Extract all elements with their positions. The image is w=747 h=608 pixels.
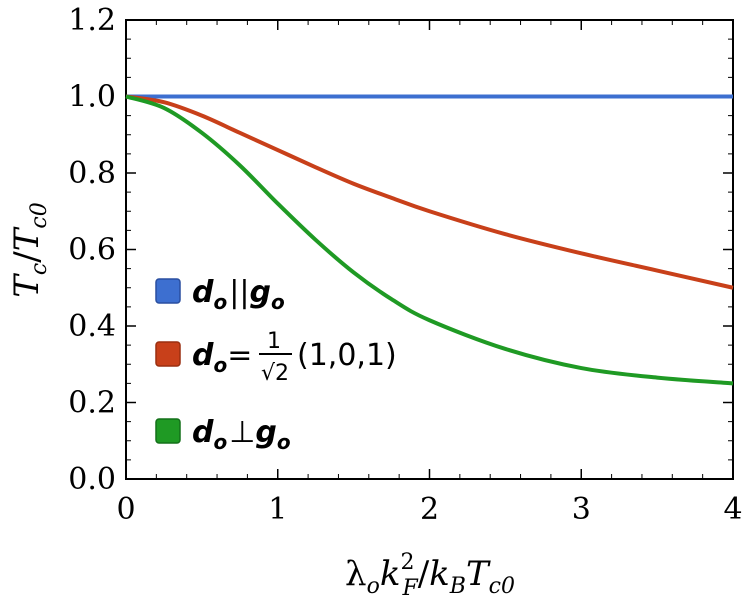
legend-label-parallel: do||go: [192, 275, 285, 314]
series-line-diagonal: [125, 94, 734, 290]
legend-vector: (1,0,1): [297, 338, 397, 373]
legend-item-diagonal: do= 1 √2 (1,0,1): [155, 329, 397, 386]
x-label-slash: /: [418, 554, 430, 594]
legend-fraction-num: 1: [267, 329, 281, 354]
x-label-kB: k: [429, 554, 450, 594]
y-label-T2: T: [7, 226, 47, 251]
x-tick-label: 0: [116, 492, 135, 527]
legend-item-perp: do⊥go: [155, 415, 291, 454]
x-label-lambda: λ: [345, 554, 367, 594]
x-tick-label: 1: [268, 492, 287, 527]
series-line-perp: [125, 94, 734, 386]
y-tick-label: 0.8: [68, 156, 116, 191]
legend: do||go do= 1 √2 (1,0,1) do⊥go: [155, 275, 397, 454]
legend-swatch-parallel: [155, 278, 181, 304]
x-axis-title: λok2 F/kBTc0: [345, 550, 515, 601]
y-axis-title: Tc/Tc0: [7, 202, 52, 298]
x-label-B-sub: B: [449, 574, 466, 599]
x-tick-label: 4: [723, 492, 742, 527]
x-label-k: k: [380, 554, 401, 594]
x-label-sup2: 2: [400, 550, 414, 575]
y-tick-label: 0.6: [68, 233, 116, 268]
y-tick-label: 0.4: [68, 309, 116, 344]
legend-label-diagonal: do=: [192, 338, 252, 377]
legend-fraction-den: √2: [261, 361, 289, 386]
y-tick-label: 0.0: [68, 462, 116, 497]
series-group: [125, 94, 734, 386]
y-label-c0-sub: c0: [27, 202, 52, 228]
x-label-T: T: [466, 554, 491, 594]
legend-swatch-perp: [155, 418, 181, 444]
x-label-F-sub: F: [401, 576, 418, 601]
x-label-c0-sub: c0: [489, 574, 515, 599]
y-label-T: T: [7, 273, 47, 298]
x-label-o-sub: o: [367, 574, 380, 599]
y-tick-label: 1.0: [68, 80, 116, 115]
legend-label-perp: do⊥go: [192, 415, 291, 454]
y-label-c-sub: c: [27, 263, 52, 275]
legend-item-parallel: do||go: [155, 275, 285, 314]
x-tick-label: 2: [420, 492, 439, 527]
axis-ticks: 0 1 2 3 4 0.0 0.2 0.4 0.6 0.8 1.0 1.2: [68, 3, 742, 527]
x-tick-label: 3: [572, 492, 591, 527]
y-tick-label: 0.2: [68, 386, 116, 421]
plot-frame: [125, 19, 734, 480]
y-label-slash: /: [7, 251, 47, 263]
legend-swatch-diagonal: [155, 341, 181, 367]
y-tick-label: 1.2: [68, 3, 116, 38]
